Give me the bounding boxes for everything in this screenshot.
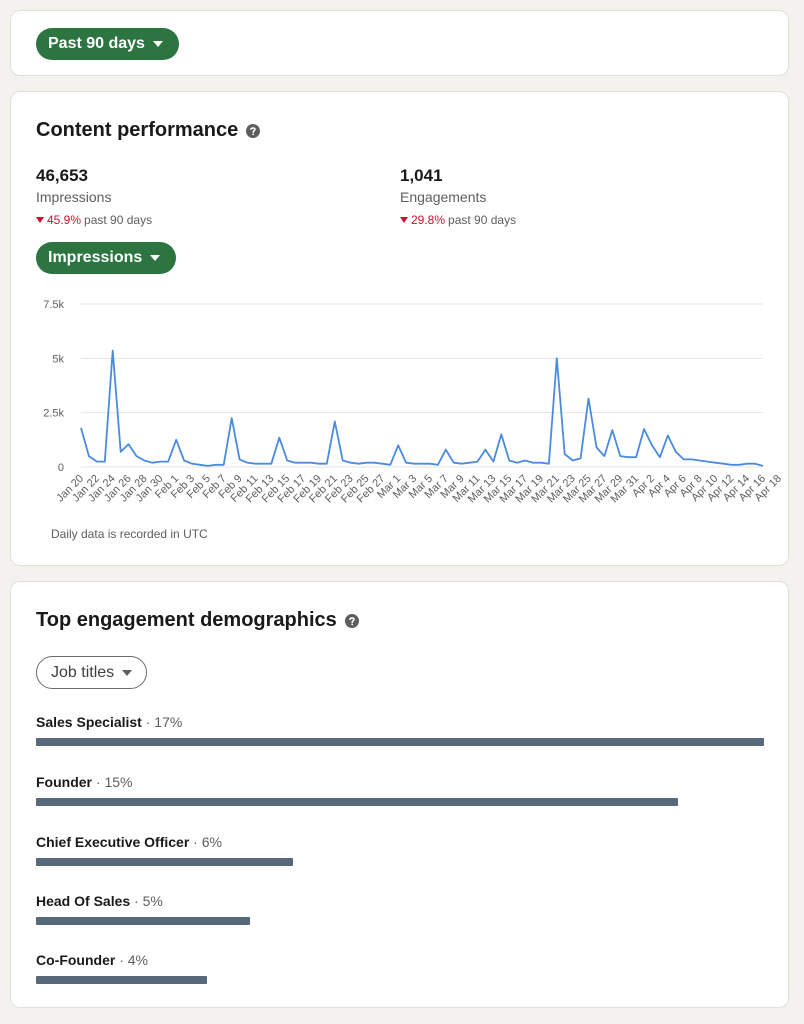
impressions-metric: 46,653 Impressions 45.9% past 90 days	[36, 165, 152, 227]
chart-series	[80, 349, 764, 467]
impressions-change-suffix: past 90 days	[84, 213, 153, 227]
demographic-row: Founder · 15%	[36, 774, 764, 806]
impressions-change-pct: 45.9%	[47, 213, 82, 227]
demographics-heading: Top engagement demographics	[36, 609, 359, 632]
date-range-label: Past 90 days	[48, 35, 145, 52]
metric-selector-label: Impressions	[48, 249, 143, 266]
impressions-series-line	[80, 349, 764, 467]
engagements-change-pct: 29.8%	[411, 213, 446, 227]
chart-gridlines	[81, 303, 763, 468]
help-icon[interactable]	[344, 613, 359, 628]
metric-selector-dropdown[interactable]: Impressions	[36, 242, 177, 274]
y-tick-label: 5k	[52, 353, 64, 365]
engagements-change-suffix: past 90 days	[448, 213, 517, 227]
demographic-bar	[36, 976, 208, 984]
demographic-row: Sales Specialist · 17%	[36, 714, 764, 746]
demographic-title: Co-Founder	[36, 952, 116, 968]
demographic-title: Sales Specialist	[36, 714, 142, 730]
demographic-title: Chief Executive Officer	[36, 834, 190, 850]
engagements-metric: 1,041 Engagements 29.8% past 90 days	[400, 165, 516, 227]
caret-down-icon	[122, 669, 133, 676]
demographic-percent: · 4%	[119, 952, 149, 968]
engagements-value: 1,041	[400, 166, 443, 185]
demographic-bar	[36, 858, 293, 866]
job-titles-label: Job titles	[51, 663, 115, 681]
engagements-change: 29.8% past 90 days	[400, 213, 516, 227]
date-range-dropdown[interactable]: Past 90 days	[36, 28, 179, 60]
content-performance-title: Content performance	[36, 119, 239, 141]
demographic-title: Founder	[36, 774, 92, 790]
demographic-percent: · 15%	[95, 774, 133, 790]
triangle-down-icon	[36, 217, 44, 223]
chart-y-axis: 0 2.5k 5k 7.5k	[43, 299, 64, 474]
y-tick-label: 0	[58, 462, 64, 474]
demographics-card: Top engagement demographics Job titles S…	[10, 581, 789, 1008]
demographic-row: Co-Founder · 4%	[36, 952, 764, 984]
demographic-bar	[36, 798, 679, 806]
triangle-down-icon	[400, 217, 408, 223]
content-performance-heading: Content performance	[36, 119, 261, 142]
impressions-change: 45.9% past 90 days	[36, 213, 152, 227]
engagements-label: Engagements	[400, 189, 487, 205]
demographic-bar	[36, 917, 251, 925]
caret-down-icon	[152, 41, 163, 47]
demographic-percent: · 6%	[193, 834, 222, 850]
demographics-title: Top engagement demographics	[36, 609, 337, 631]
content-performance-card: Content performance 46,653 Impressions 4…	[10, 91, 789, 566]
impressions-label: Impressions	[36, 189, 112, 205]
y-tick-label: 2.5k	[43, 408, 64, 420]
caret-down-icon	[150, 255, 161, 261]
demographic-row: Head Of Sales · 5%	[36, 893, 764, 925]
date-range-card: Past 90 days	[10, 10, 789, 76]
utc-note: Daily data is recorded in UTC	[51, 527, 208, 541]
demographic-bar	[36, 738, 764, 746]
job-titles-dropdown[interactable]: Job titles	[36, 656, 148, 689]
y-tick-label: 7.5k	[43, 299, 64, 311]
demographic-row: Chief Executive Officer · 6%	[36, 834, 764, 866]
demographic-title: Head Of Sales	[36, 893, 131, 909]
demographic-percent: · 5%	[134, 893, 163, 909]
demographic-percent: · 17%	[145, 714, 183, 730]
impressions-value: 46,653	[36, 166, 88, 185]
help-icon[interactable]	[246, 123, 261, 138]
